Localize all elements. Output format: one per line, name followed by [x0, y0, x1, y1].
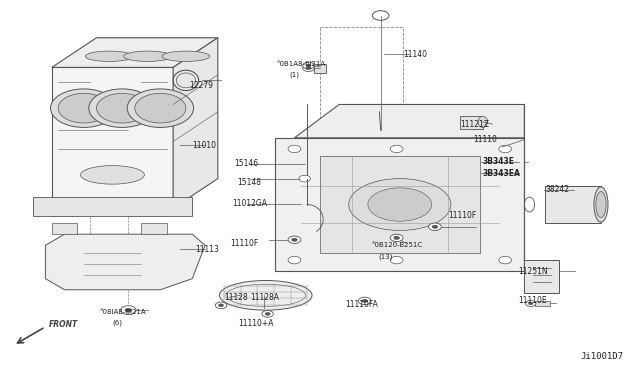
- Text: FRONT: FRONT: [49, 321, 78, 330]
- Text: Ji1001D7: Ji1001D7: [580, 352, 623, 361]
- Text: 11110: 11110: [473, 135, 497, 144]
- Polygon shape: [294, 105, 524, 138]
- Polygon shape: [52, 67, 173, 208]
- Ellipse shape: [81, 166, 145, 184]
- Polygon shape: [524, 260, 559, 294]
- Circle shape: [390, 256, 403, 264]
- Polygon shape: [33, 197, 192, 216]
- Ellipse shape: [162, 51, 210, 61]
- Text: 11110F: 11110F: [230, 239, 259, 248]
- Polygon shape: [545, 186, 601, 223]
- Circle shape: [58, 93, 109, 123]
- Text: °0B1A8-6I21A: °0B1A8-6I21A: [276, 61, 326, 67]
- Circle shape: [306, 67, 311, 70]
- Circle shape: [390, 234, 403, 241]
- Text: (1): (1): [289, 71, 300, 78]
- Ellipse shape: [368, 188, 432, 221]
- Text: °0B120-B251C: °0B120-B251C: [371, 242, 422, 248]
- Polygon shape: [275, 138, 524, 271]
- Text: 38242: 38242: [545, 185, 570, 194]
- Ellipse shape: [349, 179, 451, 231]
- Circle shape: [394, 236, 399, 240]
- Circle shape: [121, 306, 136, 315]
- Text: 11110F: 11110F: [448, 211, 476, 220]
- Polygon shape: [534, 301, 550, 307]
- Circle shape: [215, 302, 227, 309]
- Text: 15146: 15146: [234, 159, 258, 168]
- Circle shape: [390, 145, 403, 153]
- Ellipse shape: [220, 280, 312, 310]
- Circle shape: [299, 175, 310, 182]
- Circle shape: [288, 256, 301, 264]
- Circle shape: [499, 256, 511, 264]
- Polygon shape: [141, 223, 167, 234]
- Polygon shape: [52, 223, 77, 234]
- Text: 11110+A: 11110+A: [238, 319, 274, 328]
- Circle shape: [51, 89, 117, 128]
- Circle shape: [358, 297, 371, 305]
- Text: 3B343EA: 3B343EA: [483, 169, 521, 177]
- Text: 11110E: 11110E: [518, 296, 547, 305]
- Text: 12279: 12279: [189, 81, 213, 90]
- Ellipse shape: [596, 192, 606, 218]
- Circle shape: [499, 145, 511, 153]
- Text: 11012GA: 11012GA: [232, 199, 267, 208]
- Circle shape: [218, 304, 223, 307]
- Polygon shape: [173, 38, 218, 208]
- Circle shape: [125, 308, 132, 312]
- Circle shape: [262, 311, 273, 317]
- Text: 11251N: 11251N: [518, 267, 548, 276]
- Polygon shape: [45, 234, 205, 290]
- Circle shape: [292, 238, 298, 241]
- Circle shape: [288, 236, 301, 243]
- Circle shape: [135, 93, 186, 123]
- Text: 11110FA: 11110FA: [346, 300, 378, 309]
- Text: 11140: 11140: [403, 50, 427, 59]
- Circle shape: [525, 301, 536, 307]
- Text: 11121Z: 11121Z: [461, 121, 490, 129]
- Polygon shape: [52, 38, 218, 67]
- Text: 11128: 11128: [224, 293, 248, 302]
- Circle shape: [97, 93, 148, 123]
- Text: (6): (6): [113, 320, 122, 326]
- Circle shape: [362, 299, 367, 302]
- Polygon shape: [314, 64, 326, 73]
- Text: 15148: 15148: [237, 178, 261, 187]
- Ellipse shape: [594, 187, 608, 222]
- Circle shape: [89, 89, 156, 128]
- Circle shape: [432, 225, 438, 228]
- Text: 11113: 11113: [195, 244, 220, 253]
- Ellipse shape: [478, 116, 488, 128]
- Circle shape: [429, 223, 442, 231]
- Ellipse shape: [124, 51, 172, 61]
- Circle shape: [288, 145, 301, 153]
- Ellipse shape: [85, 51, 133, 61]
- Text: 3B343E: 3B343E: [483, 157, 515, 166]
- Text: 11010: 11010: [192, 141, 216, 150]
- Text: 11128A: 11128A: [250, 293, 279, 302]
- Circle shape: [529, 302, 533, 305]
- Circle shape: [306, 64, 311, 67]
- Polygon shape: [461, 116, 483, 129]
- Polygon shape: [320, 156, 479, 253]
- Circle shape: [303, 65, 314, 71]
- Circle shape: [303, 62, 314, 69]
- Circle shape: [265, 312, 270, 315]
- Text: °08IAB-6I21A: °08IAB-6I21A: [100, 309, 147, 315]
- Text: (13): (13): [379, 253, 393, 260]
- Circle shape: [127, 89, 193, 128]
